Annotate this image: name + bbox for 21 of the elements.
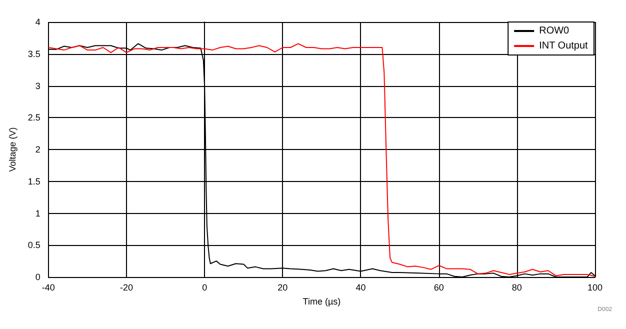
y-tick-label: 2.5 <box>28 112 40 123</box>
y-tick-label: 1.5 <box>28 176 40 186</box>
x-tick-label: -40 <box>42 282 55 292</box>
y-tick-label: 3.5 <box>28 48 40 59</box>
y-tick-label: 0 <box>35 272 40 282</box>
legend-label: INT Output <box>539 40 588 52</box>
x-tick-label: 80 <box>512 282 522 292</box>
x-tick-label: 40 <box>356 282 366 292</box>
x-tick-label: 60 <box>434 282 444 292</box>
legend-label: ROW0 <box>539 26 570 36</box>
y-tick-label: 3 <box>35 80 40 91</box>
y-tick-label: 4 <box>35 17 40 27</box>
x-tick-label: 0 <box>202 282 208 292</box>
x-tick-label: 100 <box>587 282 603 292</box>
y-tick-label: 0.5 <box>28 240 40 250</box>
x-tick-label: 20 <box>278 282 288 292</box>
y-axis-title: Voltage (V) <box>8 127 18 172</box>
y-tick-label: 2 <box>35 144 40 154</box>
x-tick-label: -20 <box>120 282 134 292</box>
x-axis-title: Time (µs) <box>302 296 341 306</box>
y-tick-label: 1 <box>35 208 40 218</box>
